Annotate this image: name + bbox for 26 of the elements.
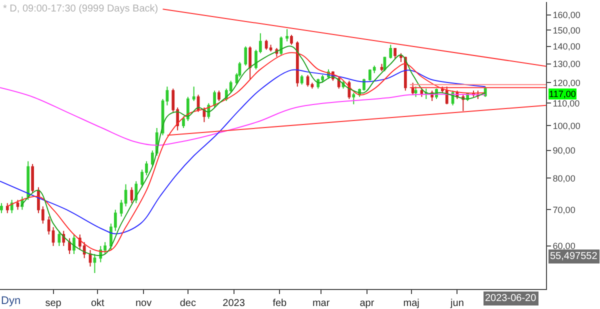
y-tick-label: 150,00 bbox=[552, 25, 580, 36]
x-tick-label: okt bbox=[90, 298, 105, 309]
y-tick-label: 110,00 bbox=[552, 98, 580, 108]
x-tick-label: apr bbox=[360, 298, 375, 309]
x-tick-label: mar bbox=[312, 298, 330, 309]
text: 2023-06-20 bbox=[485, 293, 537, 304]
x-tick-label: sep bbox=[45, 298, 62, 309]
x-tick-label: 2023 bbox=[222, 298, 246, 309]
x-tick-label: jun bbox=[450, 298, 464, 309]
y-tick-label: 60,00 bbox=[552, 241, 576, 252]
y-tick-label: 140,00 bbox=[552, 42, 580, 52]
y-tick-label: 130,00 bbox=[552, 58, 580, 69]
y-tick-label: 90,00 bbox=[552, 146, 576, 156]
text: Dyn bbox=[1, 295, 21, 307]
y-tick-label: 120,00 bbox=[552, 78, 580, 88]
text: 117,00 bbox=[549, 89, 576, 99]
y-tick-label: 160,00 bbox=[552, 10, 580, 20]
text: 55,497552 bbox=[550, 251, 598, 262]
x-tick-label: feb bbox=[272, 298, 288, 309]
y-tick-label: 100,00 bbox=[552, 120, 580, 131]
y-tick-label: 80,00 bbox=[552, 173, 576, 184]
x-tick-label: dec bbox=[180, 298, 196, 309]
x-tick-label: maj bbox=[403, 298, 420, 309]
chart-title: * D, 09:00-17:30 (9999 Days Back) bbox=[3, 4, 158, 15]
x-tick-label: nov bbox=[135, 298, 152, 309]
y-tick-label: 70,00 bbox=[552, 204, 576, 215]
